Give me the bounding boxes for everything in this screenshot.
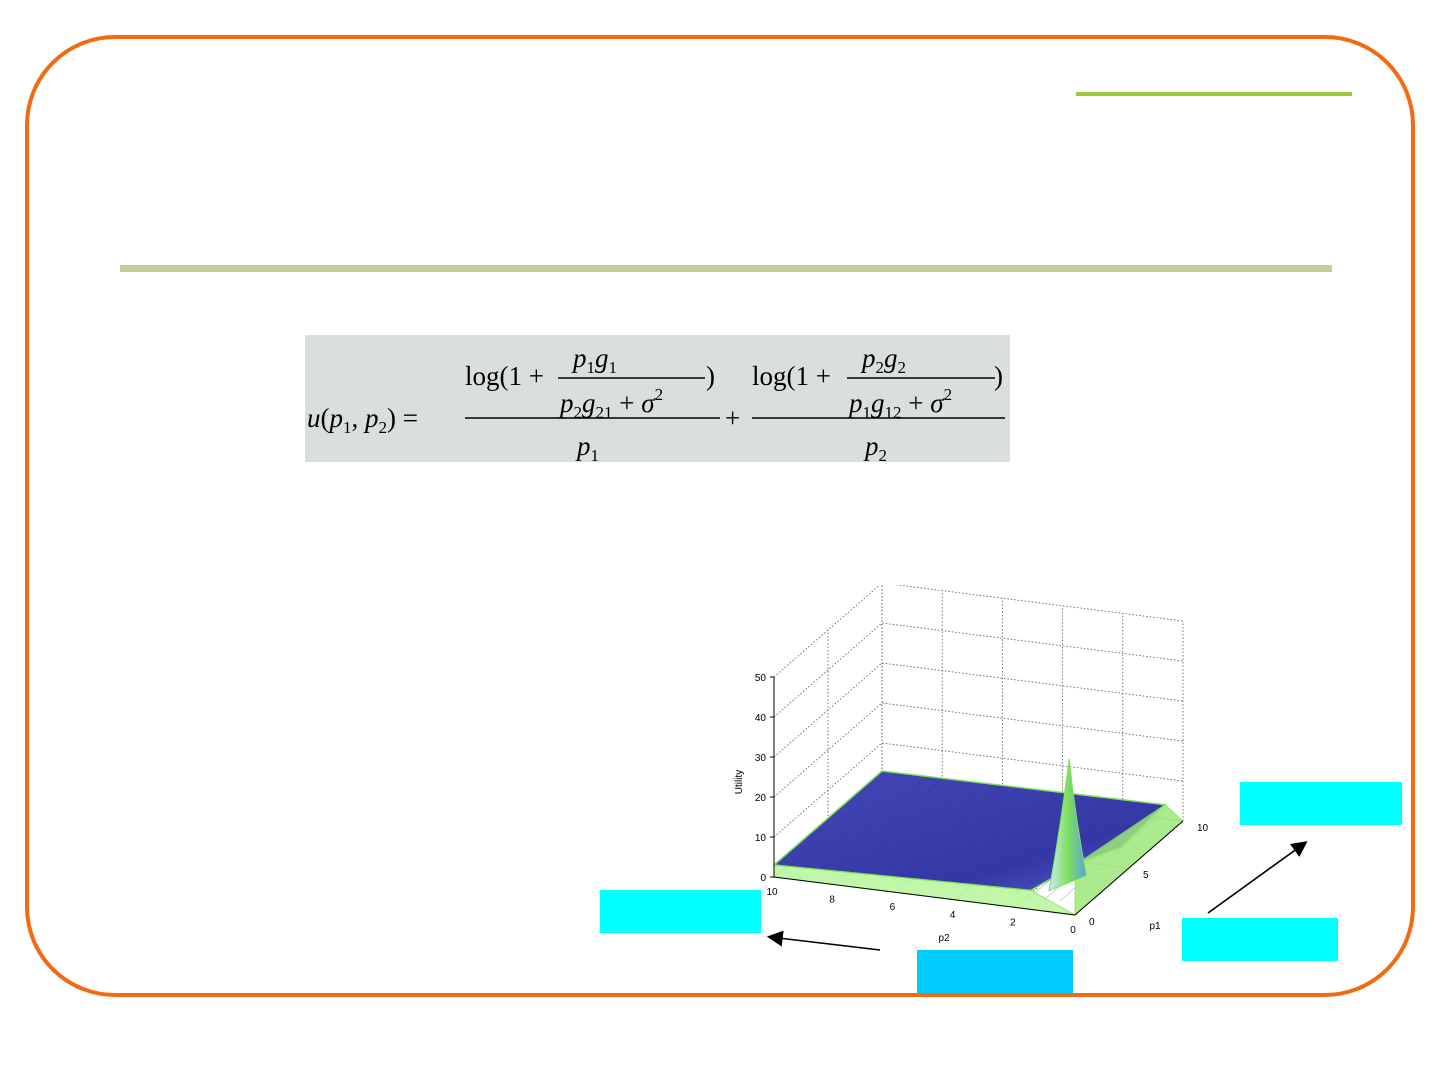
svg-text:): ) — [706, 361, 715, 391]
mesh-line — [788, 772, 898, 868]
y-axis-label: p1 — [1149, 921, 1161, 932]
right-lower-callout — [1182, 918, 1338, 961]
equation-lhs: u(p1, p2) = — [307, 403, 418, 437]
svg-text:p2g2: p2g2 — [860, 343, 906, 377]
mesh-line — [803, 774, 913, 869]
bottom-callout — [917, 950, 1073, 993]
svg-text:p1: p1 — [575, 431, 599, 462]
top-accent-line — [1076, 92, 1352, 96]
z-tick-label: 0 — [760, 873, 766, 884]
svg-text:u(p1, p2) =: u(p1, p2) = — [307, 403, 418, 437]
z-tick-label: 40 — [755, 713, 767, 724]
title-divider — [120, 265, 1332, 272]
equation-plus: + — [725, 403, 740, 433]
y-axis-line — [1074, 820, 1184, 916]
x-tick-label: 6 — [890, 902, 896, 913]
arrow-to-left-callout — [766, 930, 881, 951]
x-tick-label: 2 — [1010, 917, 1016, 928]
z-tick-label: 30 — [755, 753, 767, 764]
mesh-line — [894, 786, 1003, 881]
equation-term-2: log(1 + p2g2 p1g12 + σ2 ) p2 — [752, 343, 1005, 462]
x-tick-label: 10 — [766, 887, 778, 898]
equation-term-1: log(1 + p1g1 p2g21 + σ2 ) p1 — [465, 343, 720, 462]
z-tick-label: 20 — [755, 793, 767, 804]
y-tick-label: 10 — [1197, 823, 1209, 834]
utility-surface-plot: 10 8 6 4 2 0 0 5 10 0 10 20 30 40 50 Utility p2 p1 — [720, 582, 1220, 955]
x-tick-label: 8 — [829, 895, 835, 906]
mesh-line — [849, 780, 958, 875]
mesh-line — [879, 784, 988, 879]
right-upper-callout — [1240, 782, 1402, 825]
svg-text:p1g1: p1g1 — [571, 343, 617, 377]
surface-peak — [1048, 758, 1088, 892]
mesh-line — [924, 789, 1033, 885]
mesh-line — [954, 793, 1063, 888]
z-axis-label: Utility — [734, 770, 745, 794]
y-tick-label: 0 — [1089, 917, 1095, 928]
mesh-line — [969, 795, 1078, 890]
x-tick-label: 4 — [950, 910, 956, 921]
mesh-line — [1029, 803, 1139, 898]
mesh-line — [818, 776, 928, 871]
mesh-line — [939, 791, 1048, 887]
mesh-line — [999, 799, 1108, 894]
x-axis-line — [773, 876, 1076, 916]
utility-equation: u(p1, p2) = log(1 + p1g1 p2g21 + σ2 ) p1… — [305, 335, 1010, 462]
z-tick-label: 50 — [755, 673, 767, 684]
slide-frame — [25, 35, 1415, 997]
arrow-to-right-upper-callout — [1207, 841, 1308, 914]
mesh-line — [864, 782, 973, 877]
plot-axes — [773, 677, 1184, 916]
surface-mesh — [772, 758, 1184, 917]
y-tick-label: 5 — [1143, 870, 1149, 881]
x-tick-label: 0 — [1070, 925, 1076, 936]
left-callout — [600, 890, 761, 933]
svg-text:log(1 +: log(1 + — [465, 361, 544, 391]
svg-text:): ) — [994, 361, 1003, 391]
svg-text:p2g21 + σ2: p2g21 + σ2 — [558, 385, 663, 422]
z-tick-label: 10 — [755, 833, 767, 844]
mesh-line — [909, 787, 1018, 883]
svg-text:p2: p2 — [863, 431, 887, 462]
svg-text:p1g12 + σ2: p1g12 + σ2 — [847, 385, 952, 422]
x-axis-label: p2 — [938, 933, 950, 944]
svg-text:log(1 +: log(1 + — [752, 361, 831, 391]
mesh-line — [834, 778, 943, 873]
